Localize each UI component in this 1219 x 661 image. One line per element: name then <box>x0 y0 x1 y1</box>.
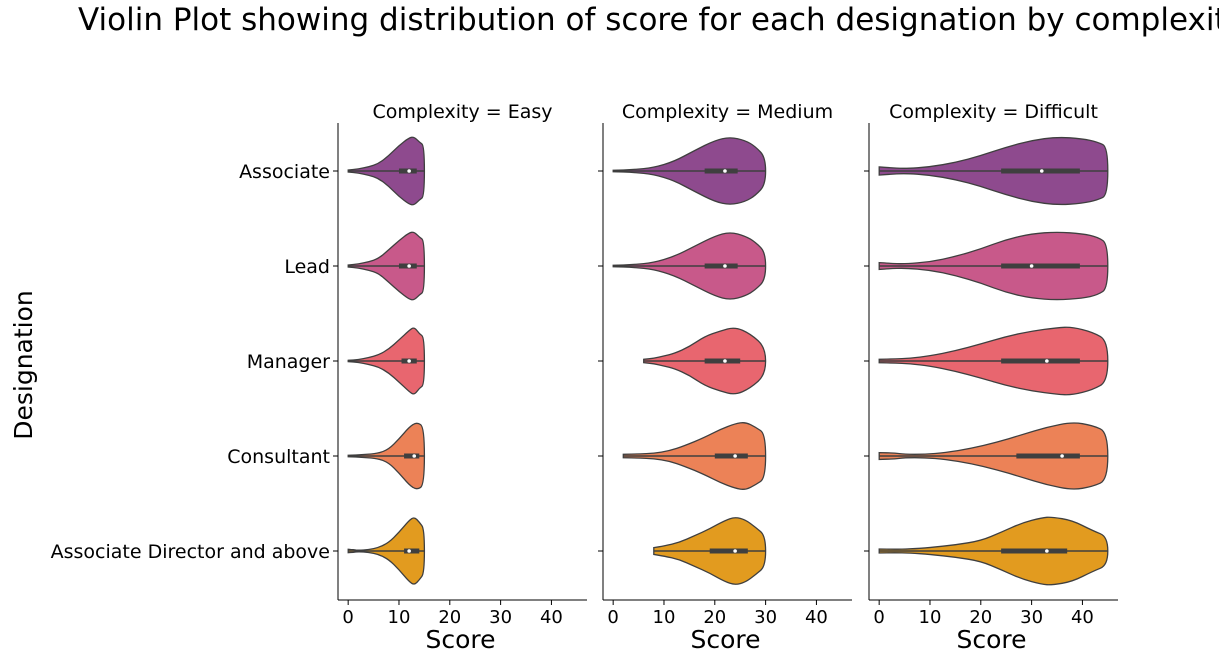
panel: Complexity = Easy 0 10 20 30 40 Score <box>333 101 587 654</box>
category-label: Associate <box>239 161 330 183</box>
chart-title: Violin Plot showing distribution of scor… <box>78 2 1219 38</box>
violin-median-point <box>1039 169 1044 173</box>
panel: Complexity = Difficult 0 10 20 30 40 Score <box>864 101 1118 654</box>
violin-median-point <box>1045 549 1049 553</box>
category-labels: Associate Lead Manager Consultant Associate … <box>51 161 331 563</box>
violin-median-point <box>407 359 411 363</box>
violin-median-point <box>407 169 411 173</box>
panel: Complexity = Medium 0 10 20 30 40 Score <box>598 101 852 654</box>
violin-median-point <box>723 359 727 363</box>
violin-median-point <box>723 169 727 173</box>
x-tick-label: 0 <box>873 607 884 628</box>
x-axis-label: Score <box>690 625 760 654</box>
x-axis-label: Score <box>956 625 1026 654</box>
x-tick-label: 30 <box>754 607 777 628</box>
x-tick-label: 40 <box>805 607 828 628</box>
x-tick-label: 0 <box>607 607 618 628</box>
violin-median-point <box>733 549 737 553</box>
x-tick-label: 30 <box>1020 607 1043 628</box>
category-label: Manager <box>247 351 330 373</box>
panel-title: Complexity = Easy <box>372 101 552 123</box>
violin-median-point <box>407 264 411 268</box>
category-label: Consultant <box>227 446 330 468</box>
x-tick-label: 30 <box>489 607 512 628</box>
x-tick-label: 10 <box>919 607 942 628</box>
x-tick-label: 20 <box>438 607 461 628</box>
violin-median-point <box>1045 359 1049 363</box>
x-tick-label: 20 <box>703 607 726 628</box>
violin-median-point <box>723 264 727 268</box>
violin-median-point <box>1029 264 1034 268</box>
x-tick-label: 0 <box>342 607 353 628</box>
violin-median-point <box>407 549 411 553</box>
category-label: Lead <box>284 256 330 278</box>
panel-title: Complexity = Difficult <box>889 101 1098 123</box>
category-label: Associate Director and above <box>51 541 330 563</box>
x-tick-label: 40 <box>540 607 563 628</box>
x-tick-label: 40 <box>1071 607 1094 628</box>
violin-median-point <box>1060 454 1064 458</box>
x-tick-label: 10 <box>388 607 411 628</box>
violin-median-point <box>733 454 737 458</box>
violin-median-point <box>412 454 417 458</box>
x-axis-label: Score <box>425 625 495 654</box>
y-axis-label: Designation <box>9 290 38 440</box>
x-tick-label: 20 <box>969 607 992 628</box>
x-tick-label: 10 <box>653 607 676 628</box>
panel-title: Complexity = Medium <box>622 101 833 123</box>
